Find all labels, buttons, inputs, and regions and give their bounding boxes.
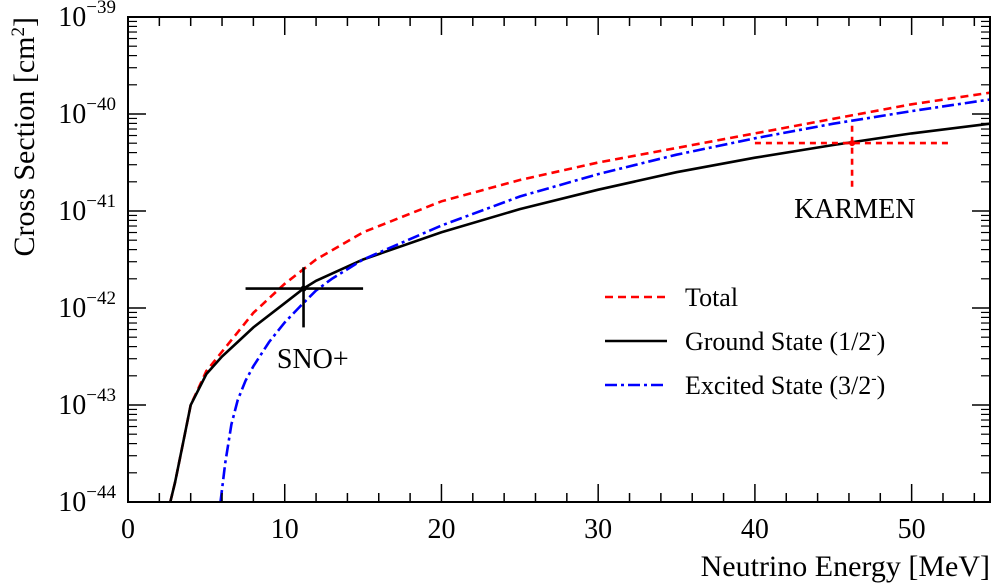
tick-marks: [127, 16, 990, 503]
measurement-label-0: SNO+: [277, 344, 349, 375]
y-axis-label-sup: 2: [8, 27, 29, 37]
legend: Total Ground State (1/2-) Excited State (3…: [605, 283, 885, 400]
y-axis-label-close: ]: [8, 17, 41, 27]
plot-frame: [127, 16, 991, 503]
series-line-2: [219, 98, 991, 503]
y-axis-label-main: Cross Section [cm: [8, 37, 41, 257]
y-tick-label: 10−42: [58, 288, 116, 324]
y-tick-label: 10−40: [58, 94, 116, 130]
measurement-point-1: [849, 140, 856, 147]
y-axis-label: Cross Section [cm2]: [8, 17, 42, 256]
series-line-1: [169, 122, 991, 503]
measurement-point-0: [300, 285, 307, 292]
x-tick-label: 20: [427, 514, 455, 545]
y-tick-label: 10−39: [58, 0, 116, 33]
x-tick-label: 50: [898, 514, 926, 545]
y-tick-label: 10−41: [58, 191, 116, 227]
measurement-label-1: KARMEN: [794, 194, 915, 225]
x-axis-label: Neutrino Energy [MeV]: [701, 550, 990, 583]
axes: 0 10 20 30 40 50 10−44 10−43 10−42 10−41 10−40 10−3…: [58, 0, 925, 545]
y-tick-label: 10−43: [58, 385, 116, 421]
x-tick-label: 10: [271, 514, 299, 545]
legend-label-2: Excited State (3/2-): [685, 370, 885, 400]
legend-label-1: Ground State (1/2-): [685, 326, 885, 356]
x-tick-label: 0: [121, 514, 135, 545]
x-tick-label: 30: [584, 514, 612, 545]
measurements-group: SNO+ KARMEN: [245, 123, 951, 375]
y-tick-label: 10−44: [58, 482, 116, 518]
series-line-0: [169, 91, 991, 503]
x-tick-label: 40: [741, 514, 769, 545]
series-group: [169, 91, 991, 503]
legend-label-0: Total: [685, 283, 738, 312]
